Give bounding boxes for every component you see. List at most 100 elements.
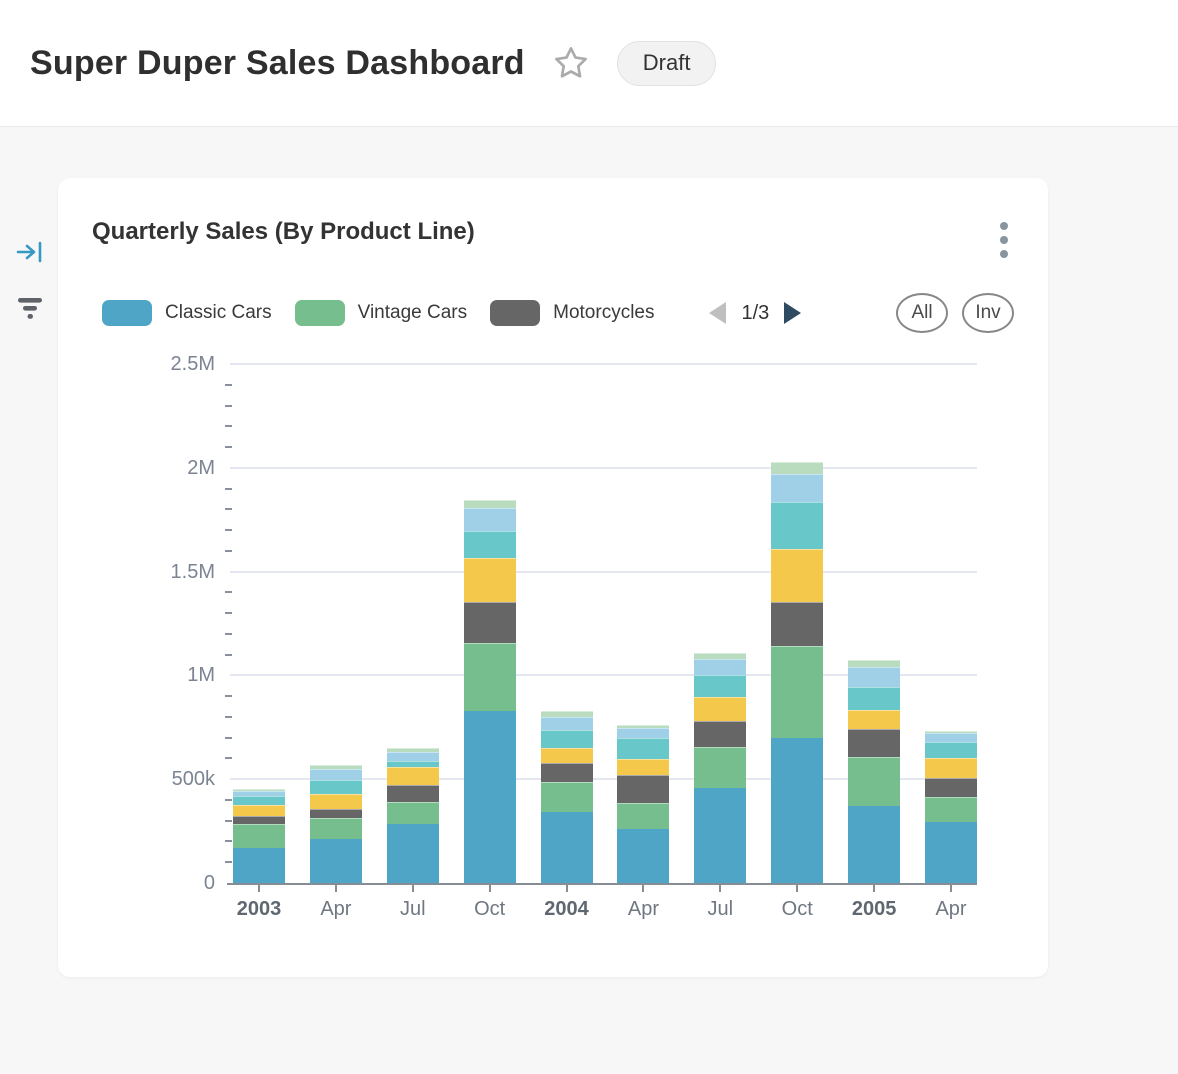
bar-segment[interactable] [540, 730, 593, 748]
legend-label: Vintage Cars [357, 302, 468, 323]
legend-item-motorcycles[interactable]: Motorcycles [490, 300, 654, 326]
bar-segment[interactable] [540, 747, 593, 764]
bar-segment[interactable] [848, 667, 901, 688]
inv-button[interactable]: Inv [962, 293, 1014, 333]
bar-segment-vintage-cars[interactable] [540, 781, 593, 813]
bar-segment-motorcycles[interactable] [463, 601, 516, 644]
bar-apr[interactable] [925, 731, 977, 883]
bar-jul[interactable] [386, 747, 439, 883]
bar-segment[interactable] [771, 461, 824, 474]
bar-2003[interactable] [233, 788, 285, 883]
bar-segment-classic-cars[interactable] [694, 787, 747, 883]
bar-segment[interactable] [233, 796, 285, 805]
bar-segment-motorcycles[interactable] [771, 601, 824, 646]
bar-segment[interactable] [309, 769, 362, 780]
bar-segment[interactable] [386, 760, 439, 768]
bar-segment[interactable] [309, 765, 362, 770]
bar-segment-classic-cars[interactable] [540, 812, 593, 883]
bar-segment-motorcycles[interactable] [309, 809, 362, 818]
legend-swatch-classic-cars [102, 300, 152, 326]
bar-segment[interactable] [694, 696, 747, 721]
collapse-panel-icon[interactable] [15, 238, 45, 271]
bar-segment-classic-cars[interactable] [925, 822, 977, 883]
bar-segment[interactable] [386, 767, 439, 785]
y-axis-minor-tick [225, 653, 232, 656]
bar-segment[interactable] [233, 788, 285, 791]
bar-segment-classic-cars[interactable] [617, 829, 670, 883]
bar-segment-vintage-cars[interactable] [386, 802, 439, 825]
bar-2005[interactable] [848, 660, 901, 883]
all-button[interactable]: All [896, 293, 948, 333]
x-axis-tick [642, 885, 645, 892]
bar-segment[interactable] [309, 794, 362, 810]
bar-segment-classic-cars[interactable] [848, 805, 901, 883]
y-gridline [230, 778, 977, 781]
bar-oct[interactable] [463, 500, 516, 883]
x-axis-tick [950, 885, 952, 892]
bar-segment[interactable] [771, 473, 824, 502]
bar-segment[interactable] [925, 733, 977, 742]
bar-segment-classic-cars[interactable] [386, 824, 439, 883]
bar-segment[interactable] [694, 652, 747, 659]
bar-segment[interactable] [925, 741, 977, 759]
bar-segment-motorcycles[interactable] [617, 775, 670, 803]
bar-segment[interactable] [848, 660, 901, 668]
bar-segment-motorcycles[interactable] [540, 763, 593, 782]
bar-segment-motorcycles[interactable] [925, 777, 977, 798]
bar-segment[interactable] [771, 501, 824, 549]
bar-segment-motorcycles[interactable] [233, 816, 285, 825]
bar-segment[interactable] [694, 658, 747, 675]
bar-segment-vintage-cars[interactable] [309, 817, 362, 839]
bar-segment-classic-cars[interactable] [771, 738, 824, 883]
bar-oct[interactable] [771, 461, 824, 883]
bar-segment-vintage-cars[interactable] [848, 756, 901, 806]
bar-segment[interactable] [617, 759, 670, 776]
bar-segment[interactable] [925, 758, 977, 778]
bar-segment[interactable] [463, 500, 516, 509]
bar-segment[interactable] [463, 508, 516, 532]
bar-segment-vintage-cars[interactable] [694, 747, 747, 788]
bar-segment-vintage-cars[interactable] [617, 802, 670, 830]
bar-segment[interactable] [540, 717, 593, 731]
bar-segment[interactable] [848, 687, 901, 710]
kebab-menu-button[interactable] [994, 218, 1014, 262]
bar-segment[interactable] [386, 747, 439, 753]
bar-segment[interactable] [617, 724, 670, 729]
bar-jul[interactable] [694, 652, 747, 883]
bar-segment-vintage-cars[interactable] [233, 824, 285, 848]
bar-segment[interactable] [309, 779, 362, 795]
bar-segment[interactable] [463, 531, 516, 558]
legend-item-classic-cars[interactable]: Classic Cars [102, 300, 272, 326]
bar-segment[interactable] [617, 738, 670, 760]
bar-segment-vintage-cars[interactable] [463, 643, 516, 712]
legend-item-vintage-cars[interactable]: Vintage Cars [294, 300, 468, 326]
pager-next-icon[interactable] [784, 302, 802, 324]
bar-segment[interactable] [233, 804, 285, 817]
bar-segment[interactable] [848, 709, 901, 730]
bar-apr[interactable] [617, 724, 670, 883]
bar-segment-vintage-cars[interactable] [771, 645, 824, 739]
x-axis-tick-label: 2004 [544, 898, 589, 920]
bar-apr[interactable] [309, 765, 362, 883]
filter-icon[interactable] [15, 295, 45, 326]
bar-segment-vintage-cars[interactable] [925, 797, 977, 823]
bar-segment[interactable] [386, 752, 439, 761]
bar-segment-classic-cars[interactable] [233, 847, 285, 883]
bar-segment-motorcycles[interactable] [848, 729, 901, 757]
bar-segment[interactable] [771, 548, 824, 602]
bar-segment[interactable] [463, 557, 516, 602]
favorite-star-icon[interactable] [551, 43, 591, 83]
main-area: Quarterly Sales (By Product Line) Classi… [0, 178, 1178, 977]
bar-segment-classic-cars[interactable] [309, 839, 362, 883]
bar-segment-classic-cars[interactable] [463, 711, 516, 883]
x-axis-line [227, 883, 977, 885]
bar-segment[interactable] [925, 731, 977, 734]
bar-segment[interactable] [540, 711, 593, 718]
bar-2004[interactable] [540, 711, 593, 883]
bar-segment[interactable] [233, 790, 285, 797]
bar-segment-motorcycles[interactable] [386, 784, 439, 803]
pager-prev-icon[interactable] [709, 302, 727, 324]
bar-segment[interactable] [617, 728, 670, 739]
bar-segment[interactable] [694, 674, 747, 697]
bar-segment-motorcycles[interactable] [694, 720, 747, 748]
